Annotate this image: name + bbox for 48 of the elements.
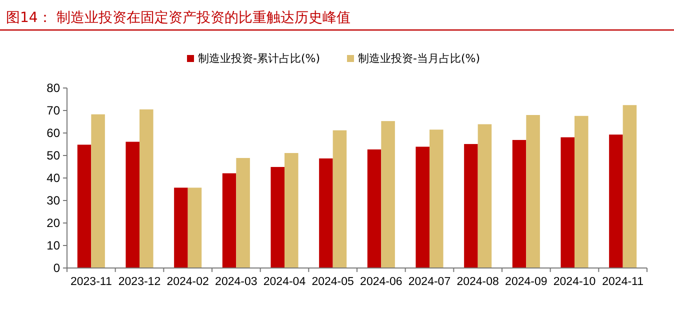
x-tick-label: 2024-04 — [263, 276, 306, 288]
bar — [622, 105, 637, 268]
bar — [284, 153, 298, 268]
y-tick-label: 0 — [53, 261, 60, 276]
y-tick-label: 40 — [46, 171, 60, 186]
bar — [236, 158, 250, 268]
bar — [560, 137, 574, 268]
legend-label: 制造业投资-累计占比(%) — [198, 52, 320, 65]
bar — [512, 140, 526, 268]
x-tick-label: 2024-10 — [553, 276, 596, 288]
bar — [416, 146, 430, 268]
bar — [77, 144, 92, 268]
y-tick-label: 50 — [46, 148, 60, 163]
x-tick-label: 2024-08 — [456, 276, 499, 288]
bar — [574, 116, 588, 268]
y-tick-label: 70 — [46, 104, 60, 118]
y-tick-label: 60 — [46, 126, 60, 140]
bar — [319, 158, 333, 268]
bar — [464, 144, 478, 268]
bar — [332, 130, 347, 268]
bar — [140, 109, 154, 268]
legend-label: 制造业投资-当月占比(%) — [358, 52, 480, 65]
x-tick-label: 2024-05 — [312, 276, 354, 288]
bar — [609, 134, 623, 268]
chart-title: 图14： 制造业投资在固定资产投资的比重触达历史峰值 — [6, 10, 350, 26]
bar — [526, 115, 540, 268]
bar — [126, 142, 140, 268]
bar — [478, 124, 492, 268]
bar — [222, 173, 236, 268]
x-tick-label: 2024-07 — [408, 276, 451, 288]
bar — [270, 166, 284, 268]
x-tick-label: 2024-09 — [505, 276, 548, 288]
bar — [367, 149, 382, 268]
bar — [188, 188, 202, 268]
x-tick-label: 2024-11 — [602, 276, 644, 288]
x-tick-label: 2024-06 — [360, 276, 402, 288]
bar — [91, 114, 105, 268]
x-tick-label: 2023-11 — [70, 276, 112, 288]
x-tick-label: 2024-02 — [166, 276, 209, 288]
y-tick-label: 30 — [46, 194, 60, 208]
x-tick-label: 2023-12 — [118, 276, 161, 288]
bar — [174, 188, 188, 268]
x-tick-label: 2024-03 — [215, 276, 258, 288]
bar — [430, 130, 444, 268]
y-tick-label: 80 — [46, 81, 60, 96]
y-tick-label: 20 — [46, 216, 60, 230]
y-tick-label: 10 — [46, 238, 60, 253]
bar — [381, 121, 395, 268]
